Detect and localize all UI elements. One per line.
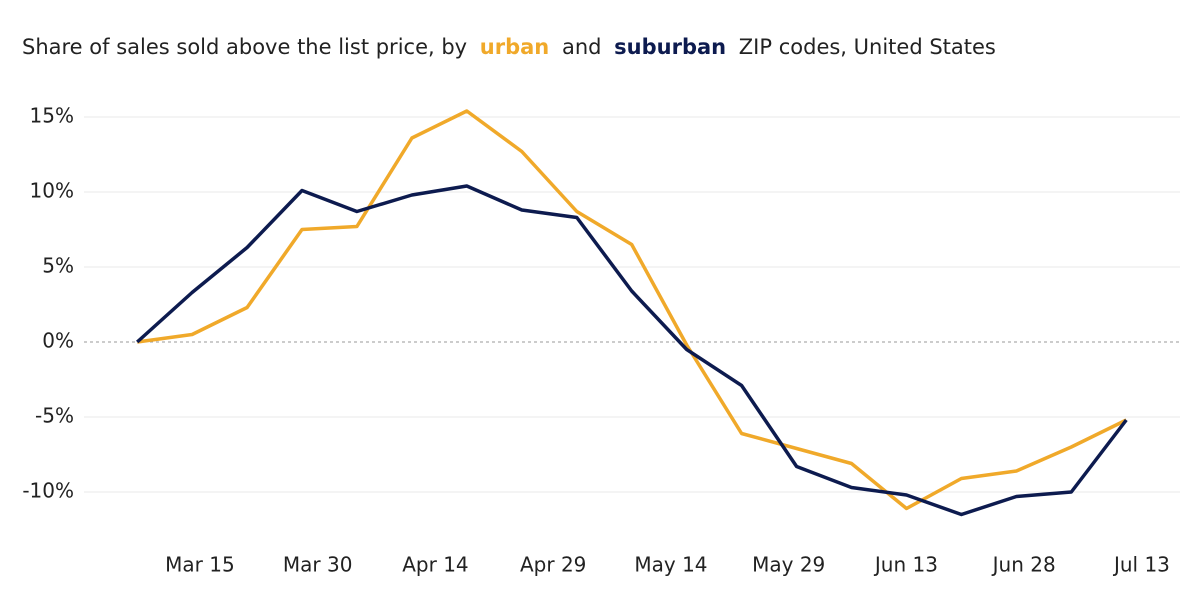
line-series xyxy=(136,109,1128,511)
legend-entry: suburban xyxy=(614,35,726,59)
y-tick-label: 10% xyxy=(30,179,74,203)
y-tick-label: 15% xyxy=(30,104,74,128)
chart-title: Share of sales sold above the list price… xyxy=(22,35,996,59)
title-part: Share of sales sold above the list price… xyxy=(22,35,467,59)
y-tick-label: 0% xyxy=(42,329,74,353)
legend-entry: urban xyxy=(480,35,549,59)
x-tick-label: May 29 xyxy=(752,553,825,577)
x-tick-label: May 14 xyxy=(634,553,707,577)
y-tick-label: -10% xyxy=(22,479,74,503)
title-part: and xyxy=(562,35,602,59)
x-tick-label: Apr 29 xyxy=(520,553,586,577)
x-tick-label: Mar 15 xyxy=(165,553,235,577)
y-tick-label: 5% xyxy=(42,254,74,278)
x-tick-label: Mar 30 xyxy=(283,553,353,577)
x-tick-label: Jun 13 xyxy=(873,553,938,577)
x-tick-label: Jun 28 xyxy=(991,553,1056,577)
line-series xyxy=(136,184,1128,517)
x-tick-label: Apr 14 xyxy=(402,553,468,577)
y-tick-label: -5% xyxy=(35,404,74,428)
x-tick-label: Jul 13 xyxy=(1112,553,1170,577)
title-part: ZIP codes, United States xyxy=(739,35,996,59)
